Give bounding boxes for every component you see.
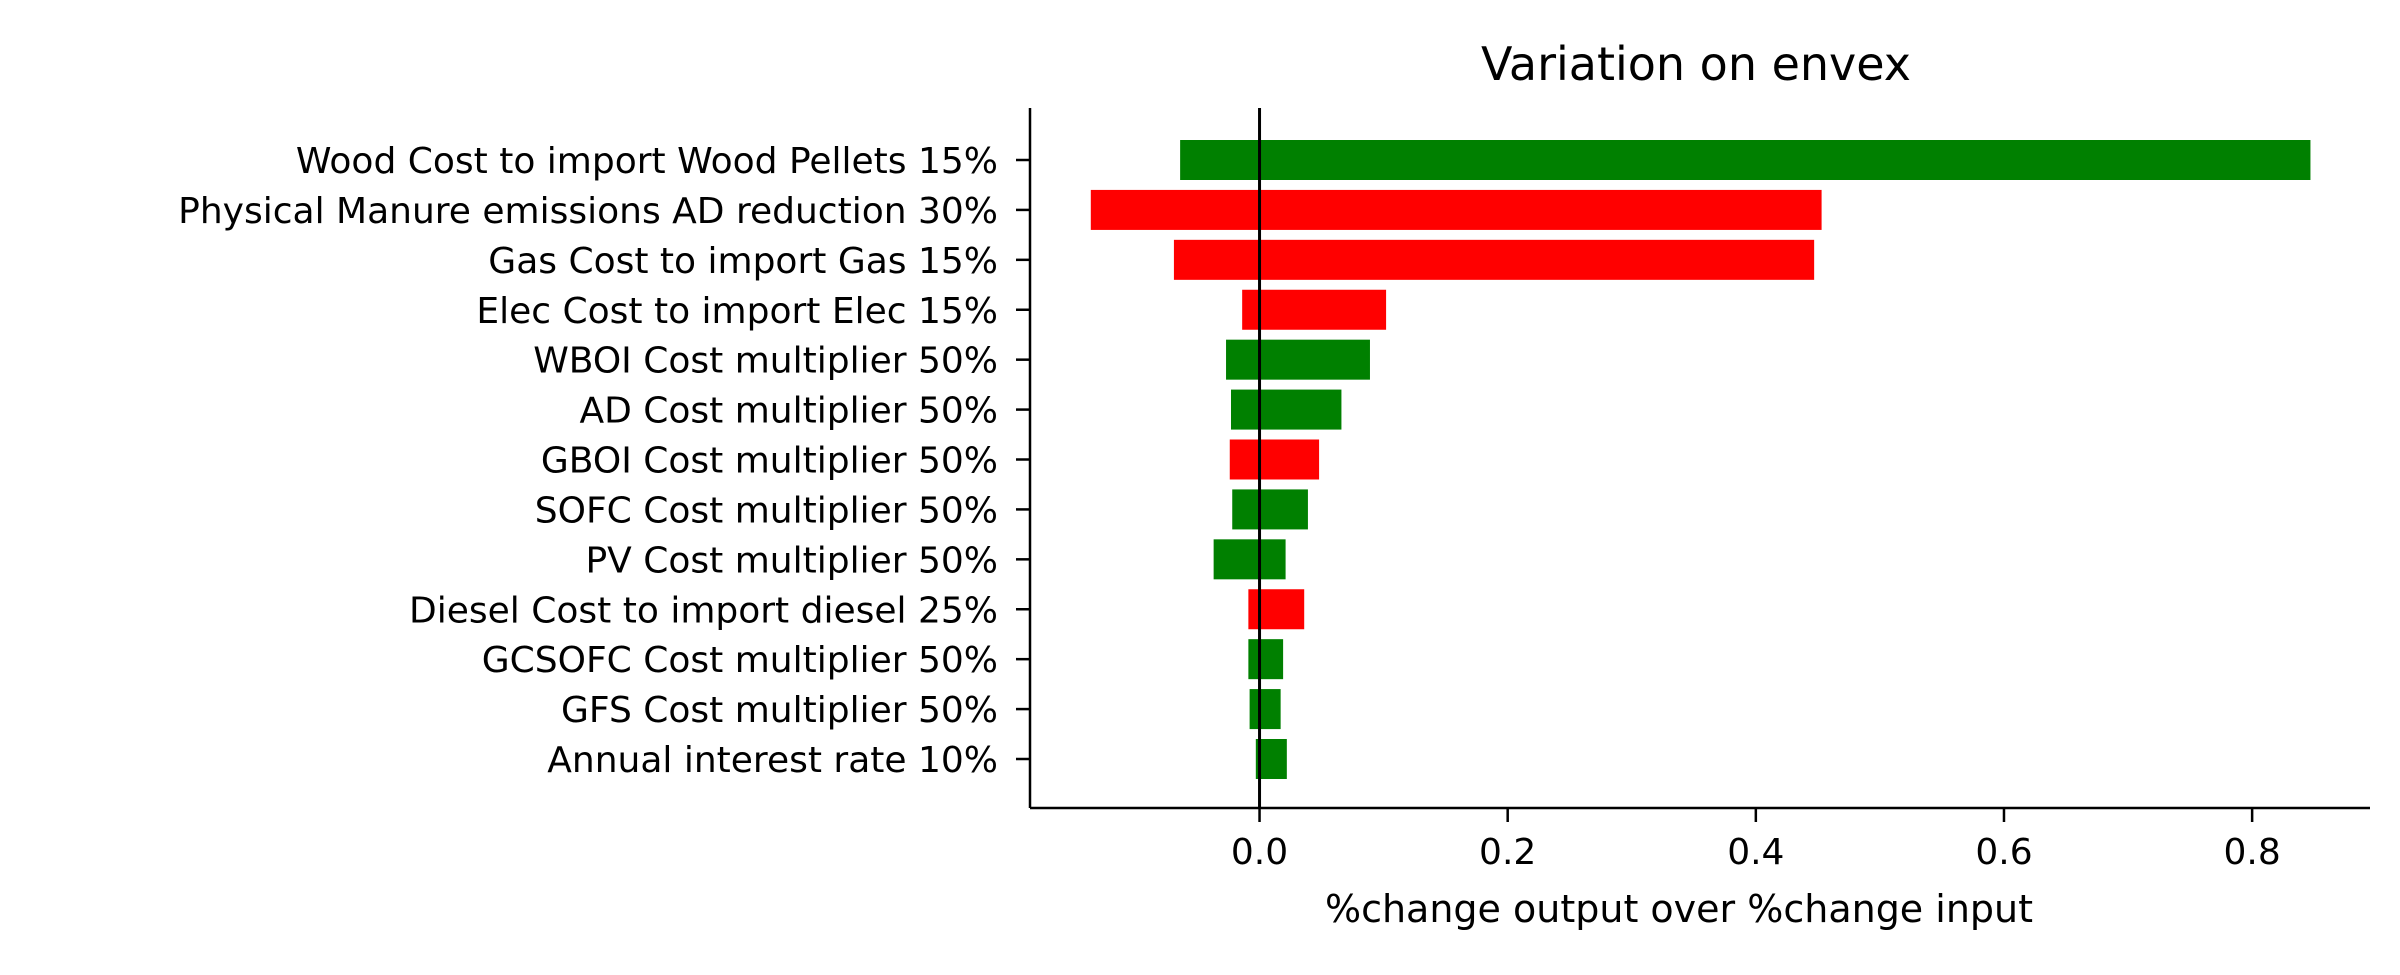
bar-11 <box>1248 639 1284 680</box>
x-tick-label-3: 0.4 <box>1727 832 1784 873</box>
chart-title: Variation on envex <box>1481 37 1911 91</box>
category-label-4: Elec Cost to import Elec 15% <box>476 291 998 332</box>
category-label-8: SOFC Cost multiplier 50% <box>535 490 998 531</box>
category-label-group: Wood Cost to import Wood Pellets 15% Phys… <box>178 141 1030 781</box>
x-tick-label-2: 0.2 <box>1479 832 1536 873</box>
category-label-2: Physical Manure emissions AD reduction 3… <box>178 191 998 232</box>
category-label-9: PV Cost multiplier 50% <box>585 540 998 581</box>
category-label-12: GFS Cost multiplier 50% <box>561 690 998 731</box>
bar-3 <box>1173 239 1815 280</box>
category-label-7: GBOI Cost multiplier 50% <box>541 441 998 482</box>
category-label-3: Gas Cost to import Gas 15% <box>488 241 998 282</box>
category-label-13: Annual interest rate 10% <box>547 740 998 781</box>
category-label-1: Wood Cost to import Wood Pellets 15% <box>296 141 998 182</box>
x-tick-label-1: 0.0 <box>1231 832 1288 873</box>
category-label-10: Diesel Cost to import diesel 25% <box>409 590 998 631</box>
x-axis-label: %change output over %change input <box>1325 887 2033 931</box>
bar-6 <box>1231 389 1342 430</box>
x-tick-label-5: 0.8 <box>2223 832 2280 873</box>
category-label-5: WBOI Cost multiplier 50% <box>533 341 998 382</box>
bar-group <box>1090 140 2311 779</box>
x-tick-group: 0.0 0.2 0.4 0.6 0.8 <box>1231 808 2281 873</box>
bar-4 <box>1242 289 1387 330</box>
bar-1 <box>1180 140 2311 180</box>
bar-5 <box>1226 339 1370 380</box>
bar-7 <box>1229 439 1320 480</box>
category-label-6: AD Cost multiplier 50% <box>579 391 998 432</box>
bar-12 <box>1249 689 1281 730</box>
bar-10 <box>1248 589 1305 630</box>
x-tick-label-4: 0.6 <box>1975 832 2032 873</box>
bar-2 <box>1090 189 1822 230</box>
bar-8 <box>1232 489 1308 530</box>
bar-9 <box>1213 539 1286 580</box>
category-label-11: GCSOFC Cost multiplier 50% <box>482 640 998 681</box>
